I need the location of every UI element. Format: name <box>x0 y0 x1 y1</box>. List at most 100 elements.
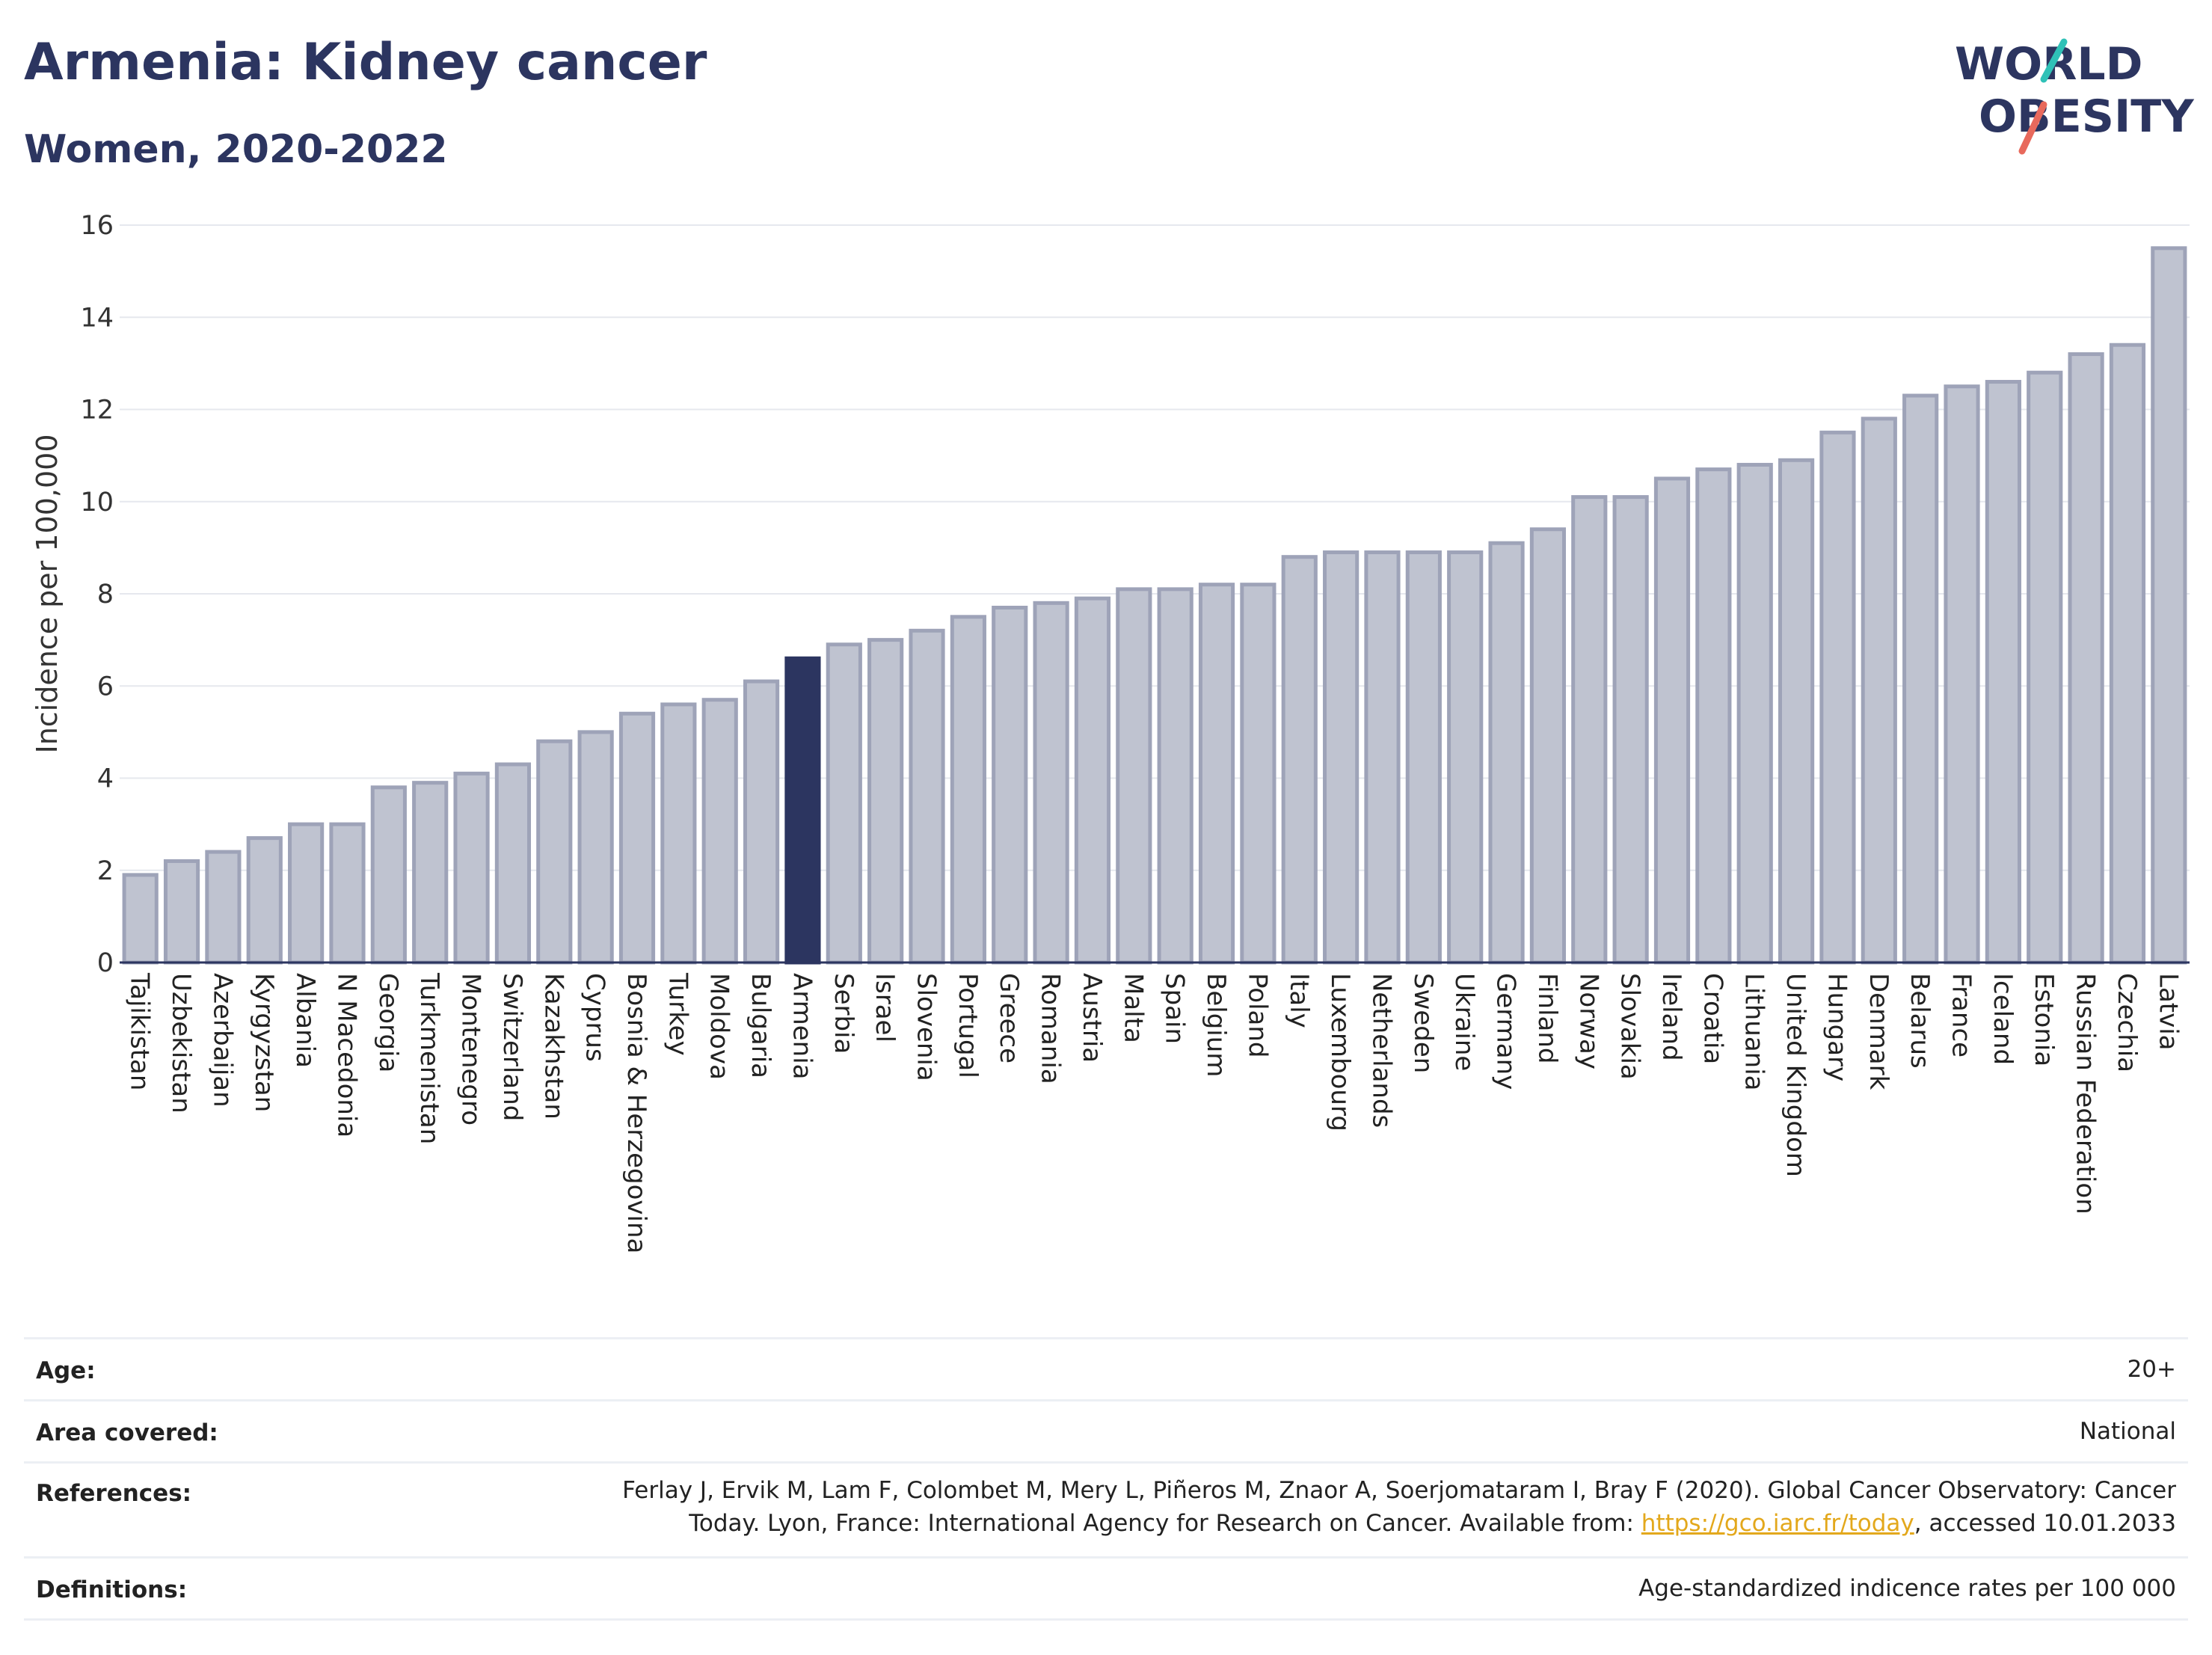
info-row-references: References: Ferlay J, Ervik M, Lam F, Co… <box>24 1464 2188 1559</box>
bar <box>2027 370 2063 965</box>
bar <box>577 730 614 965</box>
x-tick-label: Switzerland <box>497 973 527 1121</box>
x-tick-label: Ireland <box>1656 973 1686 1061</box>
bar <box>618 711 656 965</box>
bar <box>1364 550 1401 965</box>
y-tick-label: 12 <box>80 396 114 426</box>
x-tick-label: Luxembourg <box>1325 973 1355 1132</box>
x-tick-label: Azerbaijan <box>207 973 237 1108</box>
bar <box>1985 380 2021 965</box>
x-tick-label: Latvia <box>2153 973 2183 1051</box>
bar <box>1902 393 1939 965</box>
bar <box>453 771 490 965</box>
x-tick-label: Kyrgyzstan <box>249 973 279 1112</box>
x-tick-label: Montenegro <box>456 973 486 1126</box>
x-tick-label: Germany <box>1491 973 1521 1090</box>
references-text-line3: , accessed 10.01.2033 <box>1914 1510 2176 1537</box>
bar <box>1405 550 1442 965</box>
x-tick-label: France <box>1947 973 1976 1057</box>
age-label: Age: <box>36 1357 96 1384</box>
bar <box>1571 495 1608 965</box>
bar <box>1116 587 1152 965</box>
bar <box>1695 467 1732 965</box>
info-row-age: Age: 20+ <box>24 1339 2188 1401</box>
bar <box>909 628 945 965</box>
y-axis-label: Incidence per 100,000 <box>31 434 64 753</box>
world-obesity-logo: WORLD OBESITY <box>1955 38 2195 155</box>
x-tick-label: Serbia <box>829 973 858 1054</box>
bar <box>1778 458 1815 965</box>
bar <box>2151 246 2187 965</box>
x-tick-label: Belarus <box>1905 973 1935 1069</box>
bar <box>784 656 821 965</box>
bar <box>1074 596 1111 965</box>
x-tick-label: United Kingdom <box>1781 973 1810 1177</box>
references-label: References: <box>36 1480 192 1507</box>
references-link[interactable]: https://gco.iarc.fr/today <box>1641 1510 1914 1537</box>
bar <box>1736 462 1773 965</box>
x-tick-label: Georgia <box>373 973 403 1072</box>
bar <box>826 642 862 965</box>
bar-chart: 0 2 4 6 8 10 12 14 16 Incidence per 100,000 Tajiki… <box>31 211 2190 1253</box>
chart-title: Armenia: Kidney cancer <box>24 33 707 92</box>
x-tick-label: Austria <box>1077 973 1107 1063</box>
x-tick-label: Estonia <box>2029 973 2059 1066</box>
x-tick-label: Malta <box>1118 973 1148 1043</box>
bar <box>1198 583 1235 965</box>
x-tick-label: Tajikistan <box>125 972 155 1090</box>
bar <box>494 762 532 965</box>
bar <box>1447 550 1484 965</box>
x-tick-label: Turkmenistan <box>414 972 444 1144</box>
x-tick-label: Slovakia <box>1615 973 1645 1080</box>
x-tick-label: Kazakhstan <box>538 973 568 1120</box>
bar <box>701 698 738 965</box>
x-tick-label: Slovenia <box>912 973 941 1081</box>
bar <box>1861 417 1897 965</box>
x-tick-label: Lithuania <box>1739 973 1769 1090</box>
x-tick-label: N Macedonia <box>331 973 361 1137</box>
definitions-value: Age-standardized indicence rates per 100… <box>1638 1575 2176 1602</box>
x-tick-label: Russian Federation <box>2071 973 2101 1215</box>
references-text-line1: Ferlay J, Ervik M, Lam F, Colombet M, Me… <box>622 1477 2176 1504</box>
bar <box>2068 352 2104 965</box>
x-tick-label: Netherlands <box>1366 973 1396 1128</box>
logo-slash-coral <box>2018 101 2047 155</box>
bar <box>122 873 159 965</box>
x-tick-label: Norway <box>1573 973 1603 1069</box>
references-value: Ferlay J, Ervik M, Lam F, Colombet M, Me… <box>307 1474 2176 1540</box>
area-label: Area covered: <box>36 1419 218 1446</box>
bar <box>660 702 697 965</box>
bar <box>246 836 283 965</box>
bar <box>1240 583 1276 965</box>
bar <box>1612 495 1649 965</box>
y-tick-label: 6 <box>97 672 114 701</box>
references-text-line2: Today. Lyon, France: International Agenc… <box>689 1510 1641 1537</box>
info-row-definitions: Definitions: Age-standardized indicence … <box>24 1559 2188 1621</box>
definitions-label: Definitions: <box>36 1576 188 1603</box>
bar <box>205 850 242 965</box>
logo-line2: OBESITY <box>1979 90 2195 143</box>
x-tick-label: Denmark <box>1864 973 1893 1090</box>
x-tick-label: Italy <box>1284 973 1314 1028</box>
bar <box>1529 527 1567 965</box>
chart-subtitle: Women, 2020-2022 <box>24 127 448 172</box>
age-value: 20+ <box>2127 1356 2176 1383</box>
x-tick-label: Cyprus <box>580 973 610 1062</box>
x-tick-label: Armenia <box>787 973 817 1080</box>
bar <box>412 781 449 965</box>
y-tick-label: 0 <box>97 948 114 978</box>
bar <box>288 822 325 965</box>
x-tick-label: Czechia <box>2112 973 2142 1072</box>
y-tick-label: 10 <box>80 488 114 518</box>
x-tick-label: Finland <box>1532 973 1562 1064</box>
bar <box>370 785 407 965</box>
bar <box>329 822 366 965</box>
x-tick-label: Romania <box>1036 973 1066 1084</box>
bar <box>1819 430 1856 965</box>
bar <box>1281 555 1318 965</box>
info-table: Age: 20+ Area covered: National Referenc… <box>24 1337 2188 1624</box>
x-tick-label: Sweden <box>1408 973 1438 1073</box>
x-tick-label: Uzbekistan <box>166 973 196 1114</box>
bar <box>1323 550 1360 965</box>
x-tick-label: Ukraine <box>1449 973 1479 1071</box>
